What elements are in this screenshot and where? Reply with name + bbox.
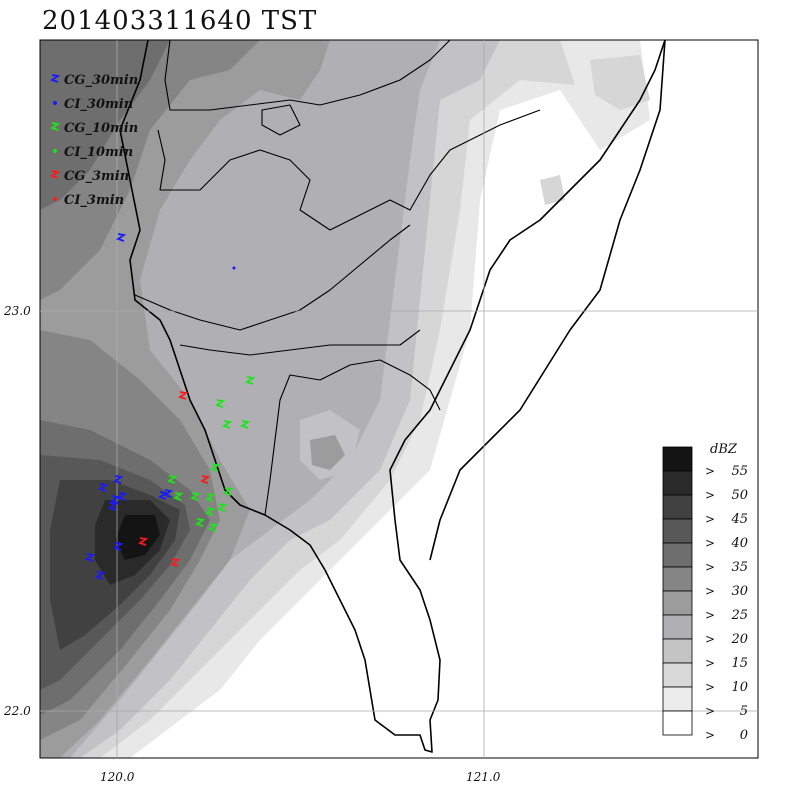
colorbar-prefix: >	[705, 536, 715, 550]
legend-label: CI_10min	[64, 145, 133, 160]
colorbar-prefix: >	[705, 656, 715, 670]
legend-dot-icon	[53, 197, 57, 201]
lightning-cg-icon	[221, 420, 233, 429]
echo-55dbz	[115, 515, 160, 560]
colorbar-swatch	[662, 710, 693, 736]
colorbar-prefix: >	[705, 728, 715, 742]
colorbar-unit: dBZ	[710, 442, 738, 457]
colorbar-prefix: >	[705, 608, 715, 622]
colorbar-level-label: 25	[730, 608, 748, 623]
colorbar-prefix: >	[705, 560, 715, 574]
legend: CG_30min CI_30min CG_10min CI_10min CG_3min C…	[49, 73, 138, 208]
lightning-cg-icon	[157, 491, 169, 500]
legend-bolt-icon	[49, 122, 61, 131]
legend-dot-icon	[53, 149, 57, 153]
colorbar-swatch	[662, 542, 693, 568]
lightning-observations	[84, 233, 256, 580]
colorbar-swatch	[662, 446, 693, 472]
lightning-cg-icon	[162, 489, 174, 498]
colorbar-swatch	[662, 638, 693, 664]
lightning-cg-icon	[207, 523, 219, 532]
lightning-cg-icon	[239, 420, 251, 429]
lightning-cg-icon	[166, 475, 178, 484]
legend-label: CG_10min	[64, 121, 138, 136]
lightning-cg-icon	[204, 493, 216, 502]
colorbar-level-label: 10	[731, 680, 748, 695]
lightning-cg-icon	[107, 502, 119, 511]
colorbar-prefix: >	[705, 680, 715, 694]
colorbar-swatch	[662, 494, 693, 520]
colorbar-swatch	[662, 614, 693, 640]
echo-35dbz	[40, 40, 170, 210]
legend-label: CG_3min	[64, 169, 129, 184]
colorbar-swatch	[662, 662, 693, 688]
lightning-cg-icon	[209, 463, 221, 472]
lightning-cg-icon	[109, 495, 121, 504]
lightning-cg-icon	[214, 399, 226, 408]
lightning-cg-icon	[116, 492, 128, 501]
lightning-cg-icon	[94, 571, 106, 580]
colorbar-prefix: >	[705, 512, 715, 526]
lightning-cg-icon	[194, 518, 206, 527]
x-tick-label-121: 121.0	[466, 770, 501, 784]
colorbar-swatch	[662, 518, 693, 544]
lightning-cg-icon	[97, 483, 109, 492]
colorbar-level-label: 0	[740, 728, 748, 743]
colorbar: dBZ > 55 > 50 > 45 > 40 > 35 > 30 > 25 > 20 > 15 > 10 > 5 > 0	[662, 442, 748, 743]
y-tick-label-22: 22.0	[4, 704, 31, 718]
legend-label: CG_30min	[64, 73, 138, 88]
colorbar-prefix: >	[705, 632, 715, 646]
lightning-cg-icon	[169, 558, 181, 567]
lightning-cg-icon	[189, 492, 201, 501]
county-boundaries	[134, 39, 541, 516]
y-tick-label-23: 23.0	[4, 304, 31, 318]
lightning-cg-icon	[115, 233, 127, 242]
legend-label: CI_3min	[64, 193, 124, 208]
lightning-cg-icon	[112, 542, 124, 551]
colorbar-level-label: 20	[730, 632, 748, 647]
coastline	[119, 39, 666, 753]
colorbar-swatch	[662, 566, 693, 592]
colorbar-level-label: 50	[731, 488, 748, 503]
colorbar-level-label: 30	[731, 584, 748, 599]
lightning-cg-icon	[177, 391, 189, 400]
colorbar-prefix: >	[705, 704, 715, 718]
legend-label: CI_30min	[64, 97, 133, 112]
map-title: 201403311640 TST	[42, 6, 318, 36]
colorbar-level-label: 15	[731, 656, 748, 671]
legend-dot-icon	[53, 101, 57, 105]
colorbar-swatch	[662, 470, 693, 496]
lightning-cg-icon	[137, 537, 149, 546]
legend-bolt-icon	[49, 74, 61, 83]
lightning-cg-icon	[244, 376, 256, 385]
colorbar-prefix: >	[705, 488, 715, 502]
x-tick-label-120: 120.0	[100, 770, 135, 784]
lightning-cg-icon	[172, 492, 184, 501]
colorbar-swatch	[662, 686, 693, 712]
colorbar-level-label: 55	[731, 464, 748, 479]
lightning-cg-icon	[216, 503, 228, 512]
graticule	[40, 40, 758, 758]
lightning-cg-icon	[112, 475, 124, 484]
lightning-cg-icon	[199, 475, 211, 484]
legend-bolt-icon	[49, 170, 61, 179]
colorbar-swatch	[662, 590, 693, 616]
lightning-cg-icon	[222, 487, 234, 496]
colorbar-prefix: >	[705, 464, 715, 478]
lightning-ci-dot	[232, 266, 236, 270]
colorbar-level-label: 35	[731, 560, 748, 575]
colorbar-prefix: >	[705, 584, 715, 598]
plot-frame	[39, 39, 759, 759]
lightning-cg-icon	[204, 507, 216, 516]
lightning-cg-icon	[84, 553, 96, 562]
colorbar-level-label: 40	[730, 536, 748, 551]
colorbar-level-label: 45	[730, 512, 748, 527]
colorbar-level-label: 5	[740, 704, 748, 719]
